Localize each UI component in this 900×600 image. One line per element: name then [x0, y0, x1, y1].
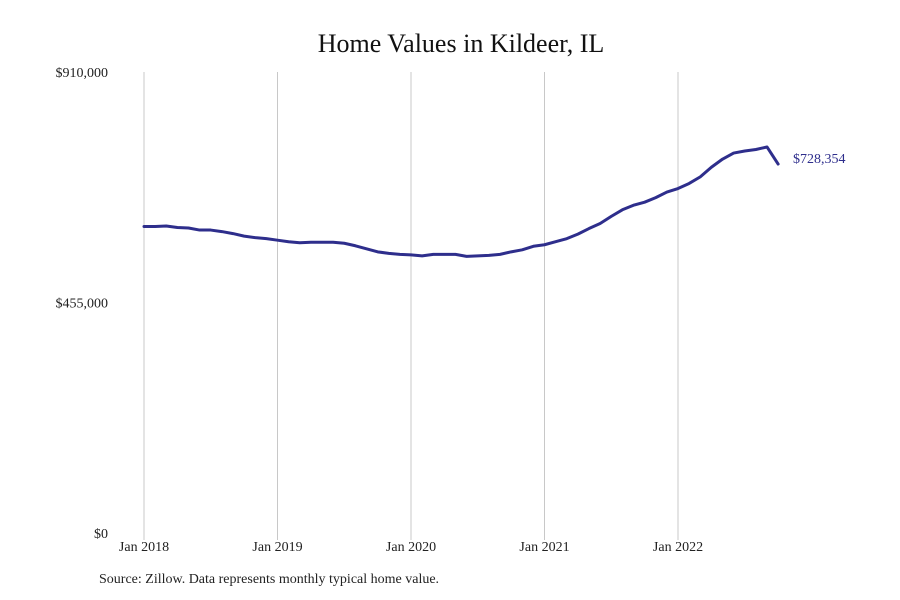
y-tick-label: $0 — [94, 527, 108, 542]
x-tick-label: Jan 2021 — [519, 540, 569, 555]
x-tick-label: Jan 2022 — [653, 540, 703, 555]
x-tick-label: Jan 2020 — [386, 540, 436, 555]
y-axis-tick-labels: $0 $455,000 $910,000 — [56, 66, 109, 542]
series-line — [142, 145, 780, 258]
chart-title: Home Values in Kildeer, IL — [318, 29, 605, 58]
series-layer — [142, 145, 780, 258]
y-tick-label: $910,000 — [56, 66, 109, 81]
x-tick-label: Jan 2019 — [252, 540, 302, 555]
last-value-label: $728,354 — [793, 152, 846, 167]
grid-lines — [143, 72, 679, 540]
x-tick-label: Jan 2018 — [119, 540, 169, 555]
source-note: Source: Zillow. Data represents monthly … — [99, 572, 440, 587]
x-axis-tick-labels: Jan 2018 Jan 2019 Jan 2020 Jan 2021 Jan 2022 — [119, 540, 703, 555]
y-tick-label: $455,000 — [56, 297, 109, 312]
